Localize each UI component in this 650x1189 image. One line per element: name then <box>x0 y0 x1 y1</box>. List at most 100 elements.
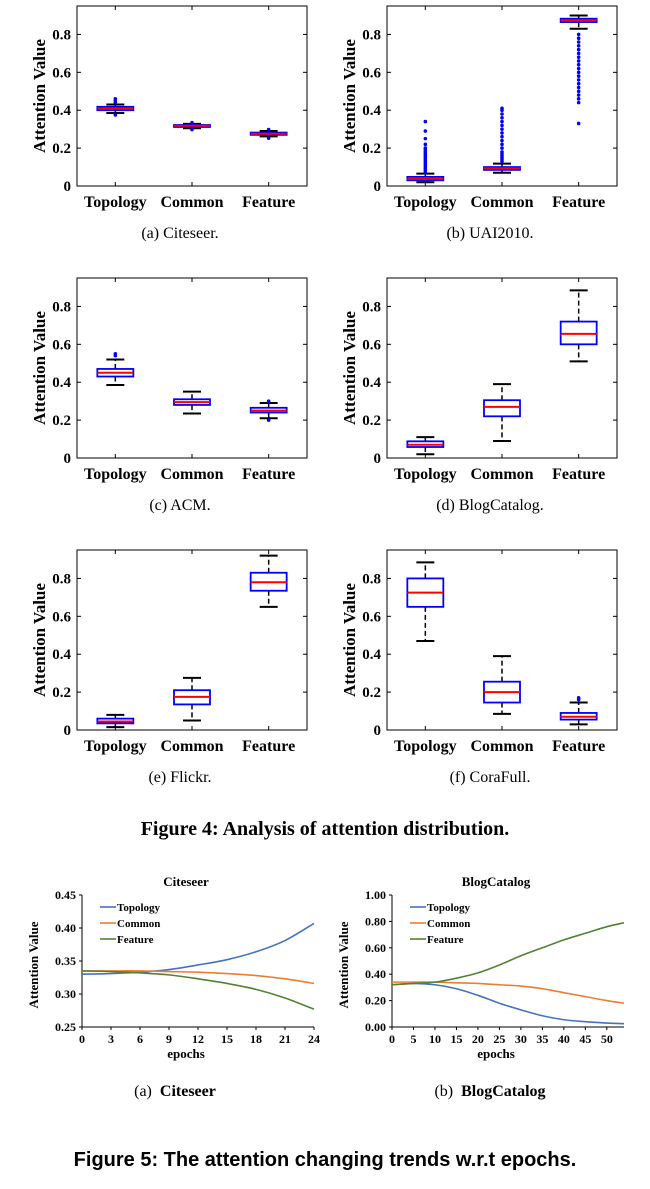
outlier-point <box>500 119 504 124</box>
fig5-caption-b-name: BlogCatalog <box>461 1083 546 1100</box>
outlier-point <box>500 146 504 150</box>
outlier-point <box>266 127 271 132</box>
fig4-caption-f: (f) CoraFull. <box>449 769 531 786</box>
x-tick-label: 40 <box>558 1032 570 1046</box>
y-tick-label: 0.4 <box>52 647 71 663</box>
x-tick-label: 3 <box>108 1032 114 1046</box>
y-tick-label: 0.2 <box>52 685 71 701</box>
x-axis-label: epochs <box>167 1046 205 1061</box>
outlier-point <box>576 78 581 82</box>
x-tick-label: 10 <box>429 1032 441 1046</box>
x-tick-label: 15 <box>221 1032 233 1046</box>
fig4-caption-b: (b) UAI2010. <box>446 225 534 242</box>
y-tick-label: 0 <box>374 723 382 739</box>
fig5-caption-a: (a) Citeseer <box>95 1083 255 1101</box>
legend-label-topology: Topology <box>117 902 161 914</box>
y-tick-label: 0.40 <box>55 921 76 935</box>
y-axis-label: Attention Value <box>30 39 49 153</box>
y-tick-label: 0.30 <box>55 987 76 1001</box>
y-tick-label: 0.35 <box>55 954 76 968</box>
fig4-panel-c: 0 0.2 0.4 0.6 0.8 Attention Value Topology Comm… <box>25 272 325 492</box>
outlier-point <box>576 81 581 86</box>
fig4-panel-b: 0 0.2 0.4 0.6 0.8 Attention Value Topology Comm… <box>335 0 635 220</box>
fig5-caption-a-name: Citeseer <box>159 1083 216 1100</box>
y-tick-label: 0.8 <box>362 571 381 587</box>
series-line-common <box>82 970 315 985</box>
y-tick-label: 0.8 <box>52 571 71 587</box>
y-tick-label: 0.8 <box>52 27 71 43</box>
outlier-point <box>500 127 504 131</box>
x-tick-label: 15 <box>450 1032 462 1046</box>
outlier-point <box>576 93 581 97</box>
fig4-caption-d: (d) BlogCatalog. <box>436 497 544 514</box>
x-tick-label: Topology <box>394 194 457 211</box>
y-tick-label: 0.2 <box>52 141 71 157</box>
outlier-point <box>500 142 504 147</box>
plot-frame <box>76 5 308 187</box>
x-tick-label: Topology <box>394 466 457 483</box>
fig4-panel-e: 0 0.2 0.4 0.6 0.8 Attention Value Topology Comm… <box>25 544 325 764</box>
x-tick-label: 24 <box>308 1032 320 1046</box>
y-tick-label: 0 <box>374 451 382 467</box>
outlier-point <box>423 146 428 150</box>
y-tick-label: 0.2 <box>362 685 381 701</box>
x-tick-label: 12 <box>192 1032 204 1046</box>
outlier-point <box>576 695 581 700</box>
x-tick-label: 21 <box>279 1032 291 1046</box>
y-tick-label: 0.6 <box>52 65 71 81</box>
fig4-caption-c: (c) ACM. <box>149 497 211 514</box>
legend-label-common: Common <box>117 918 160 930</box>
y-tick-label: 0.25 <box>55 1020 76 1034</box>
outlier-point <box>423 119 428 124</box>
x-axis-label: epochs <box>477 1046 515 1061</box>
y-axis-label: Attention Value <box>30 311 49 425</box>
x-tick-label: Feature <box>242 466 295 483</box>
series-line-topology <box>81 922 315 975</box>
series-line-topology <box>391 982 625 1025</box>
outlier-point <box>500 123 504 128</box>
x-tick-label: Common <box>470 738 533 755</box>
x-tick-label: 25 <box>493 1032 505 1046</box>
box-iqr <box>483 399 521 418</box>
y-tick-label: 0.6 <box>52 337 71 353</box>
x-tick-label: 20 <box>472 1032 484 1046</box>
fig4-panel-a: 0 0.2 0.4 0.6 0.8 Attention Value Topology Comm… <box>25 0 325 220</box>
outlier-point <box>113 113 118 117</box>
outlier-point <box>500 131 504 135</box>
outlier-point <box>113 351 118 356</box>
y-tick-label: 0.6 <box>52 609 71 625</box>
x-tick-label: 9 <box>166 1032 172 1046</box>
x-tick-label: Common <box>160 466 223 483</box>
plot-frame <box>76 277 308 459</box>
outlier-point <box>266 418 271 422</box>
x-tick-label: 35 <box>536 1032 548 1046</box>
fig5-panel-b: BlogCatalog 0.00 0.20 0.40 0.60 0.80 1.00 0 5 10 1… <box>330 870 640 1070</box>
outlier-point <box>576 47 581 52</box>
outlier-point <box>576 70 581 75</box>
y-tick-label: 0.00 <box>365 1020 386 1034</box>
y-tick-label: 0.20 <box>365 994 386 1008</box>
x-tick-label: Feature <box>552 466 605 483</box>
x-tick-label: Topology <box>84 738 147 755</box>
legend-label-common: Common <box>427 918 470 930</box>
outlier-point <box>113 97 118 101</box>
figure-5-caption: Figure 5: The attention changing trends … <box>73 1149 577 1171</box>
x-tick-label: 45 <box>579 1032 591 1046</box>
outlier-point <box>576 66 581 71</box>
y-tick-label: 0.8 <box>362 27 381 43</box>
y-tick-label: 0.2 <box>52 413 71 429</box>
fig5-panel-a: Citeseer 0.25 0.30 0.35 0.40 0.45 0 3 6 9 12 15 18 21… <box>20 870 330 1070</box>
outlier-point <box>423 136 428 141</box>
series-line-feature <box>391 921 625 986</box>
x-tick-label: 30 <box>515 1032 527 1046</box>
y-tick-label: 0 <box>374 179 382 195</box>
figure-4-caption: Figure 4: Analysis of attention distribu… <box>140 818 510 840</box>
outlier-point <box>500 138 504 143</box>
x-tick-label: Topology <box>84 466 147 483</box>
outlier-point <box>190 120 194 125</box>
x-tick-label: Common <box>470 466 533 483</box>
